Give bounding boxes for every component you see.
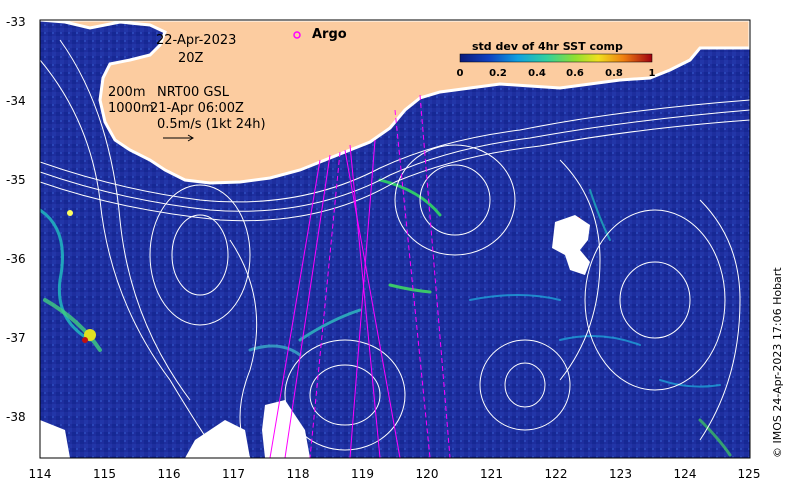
x-tick-label: 116: [158, 467, 181, 481]
argo-legend-label: Argo: [312, 27, 347, 42]
y-tick-label: -37: [6, 331, 26, 345]
y-tick-label: -34: [6, 94, 26, 108]
plot-frame: [39, 19, 751, 459]
map-date: 22-Apr-2023: [156, 33, 236, 48]
contour-label-1000m: 1000m: [108, 101, 154, 116]
x-tick-label: 114: [29, 467, 52, 481]
colorbar: [459, 53, 653, 63]
x-tick-label: 122: [545, 467, 568, 481]
x-tick-label: 119: [351, 467, 374, 481]
current-contours: [40, 39, 750, 458]
x-tick-label: 123: [609, 467, 632, 481]
colorbar-title: std dev of 4hr SST comp: [472, 40, 623, 53]
y-axis: -33 -34 -35 -36 -37 -38: [6, 15, 26, 424]
colorbar-tick: 0.8: [605, 68, 623, 79]
y-tick-label: -36: [6, 252, 26, 266]
y-tick-label: -35: [6, 173, 26, 187]
colorbar-ticks: 0 0.2 0.4 0.6 0.8 1: [457, 68, 656, 79]
x-tick-label: 117: [222, 467, 245, 481]
cloud-mask: [40, 215, 590, 458]
vector-scale-arrow-icon: [163, 134, 194, 142]
argo-tracks: [269, 94, 451, 458]
y-tick-label: -33: [6, 15, 26, 29]
product-label: NRT00 GSL: [157, 85, 230, 100]
x-tick-label: 121: [480, 467, 503, 481]
vector-scale-label: 0.5m/s (1kt 24h): [157, 117, 266, 132]
x-axis: 114 115 116 117 118 119 120 121 122 123 …: [29, 467, 761, 481]
x-tick-label: 120: [416, 467, 439, 481]
contour-label-200m: 200m: [108, 85, 145, 100]
x-tick-label: 125: [738, 467, 761, 481]
colorbar-tick: 0.4: [528, 68, 546, 79]
current-time-label: 21-Apr 06:00Z: [150, 101, 244, 116]
colorbar-tick: 0.2: [489, 68, 507, 79]
x-tick-label: 118: [287, 467, 310, 481]
colorbar-tick: 0.6: [566, 68, 584, 79]
x-tick-label: 124: [674, 467, 697, 481]
argo-marker-icon: [293, 31, 301, 39]
sst-variability-features: [40, 178, 732, 457]
x-tick-label: 115: [93, 467, 116, 481]
map-hour: 20Z: [178, 51, 204, 66]
colorbar-tick: 1: [649, 68, 656, 79]
colorbar-tick: 0: [457, 68, 464, 79]
credit-label: © IMOS 24-Apr-2023 17:06 Hobart: [771, 267, 784, 458]
y-tick-label: -38: [6, 410, 26, 424]
